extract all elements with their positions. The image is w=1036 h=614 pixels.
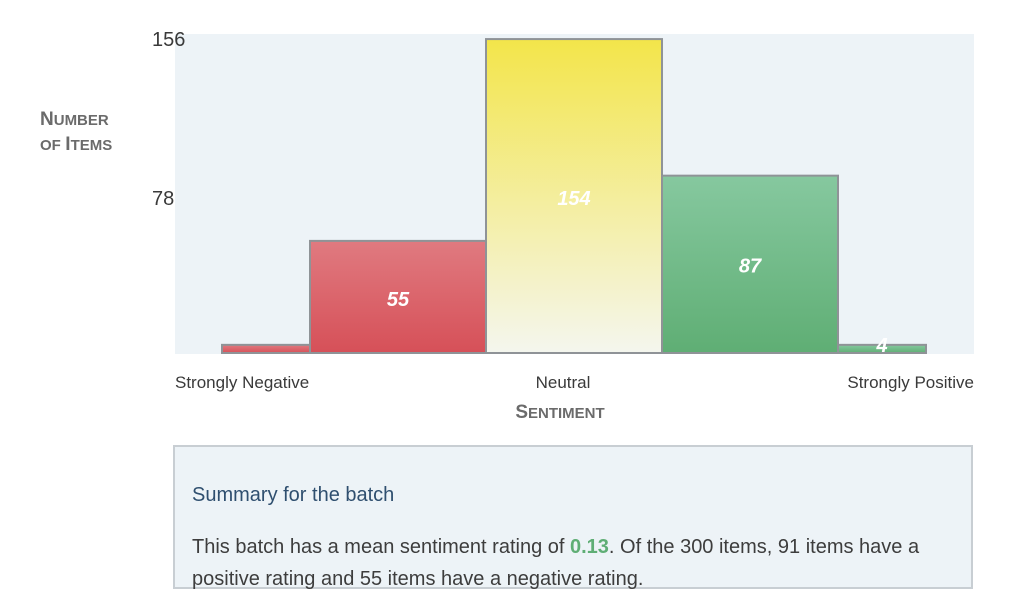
summary-panel: Summary for the batch This batch has a m… [173,445,973,590]
x-category-label: Strongly Positive [847,373,974,392]
bar-3 [661,174,839,354]
y-tick-label: 156 [152,29,185,51]
bar-4 [837,343,927,355]
x-category-label: Neutral [536,373,591,392]
summary-text: This batch has a mean sentiment rating o… [192,536,920,590]
x-axis-title: SENTIMENT [515,402,605,423]
bar-2 [485,38,663,354]
bar-0 [221,343,311,355]
mean-rating-value: 0.13 [569,536,609,558]
x-category-label: Strongly Negative [175,373,309,392]
y-tick-label: 78 [152,188,174,210]
bar-value-label-1: 55 [387,289,410,311]
bar-1 [309,239,487,354]
summary-title: Summary for the batch [192,484,395,506]
y-axis-title: NUMBER OF ITEMS [40,109,113,155]
bar-value-label-4: 4 [875,335,887,357]
bar-value-label-2: 154 [557,188,590,210]
bar-value-label-3: 87 [739,256,762,278]
sentiment-histogram: 55 154 87 4 156 78 Strongly Negative Neutral S… [152,29,974,392]
